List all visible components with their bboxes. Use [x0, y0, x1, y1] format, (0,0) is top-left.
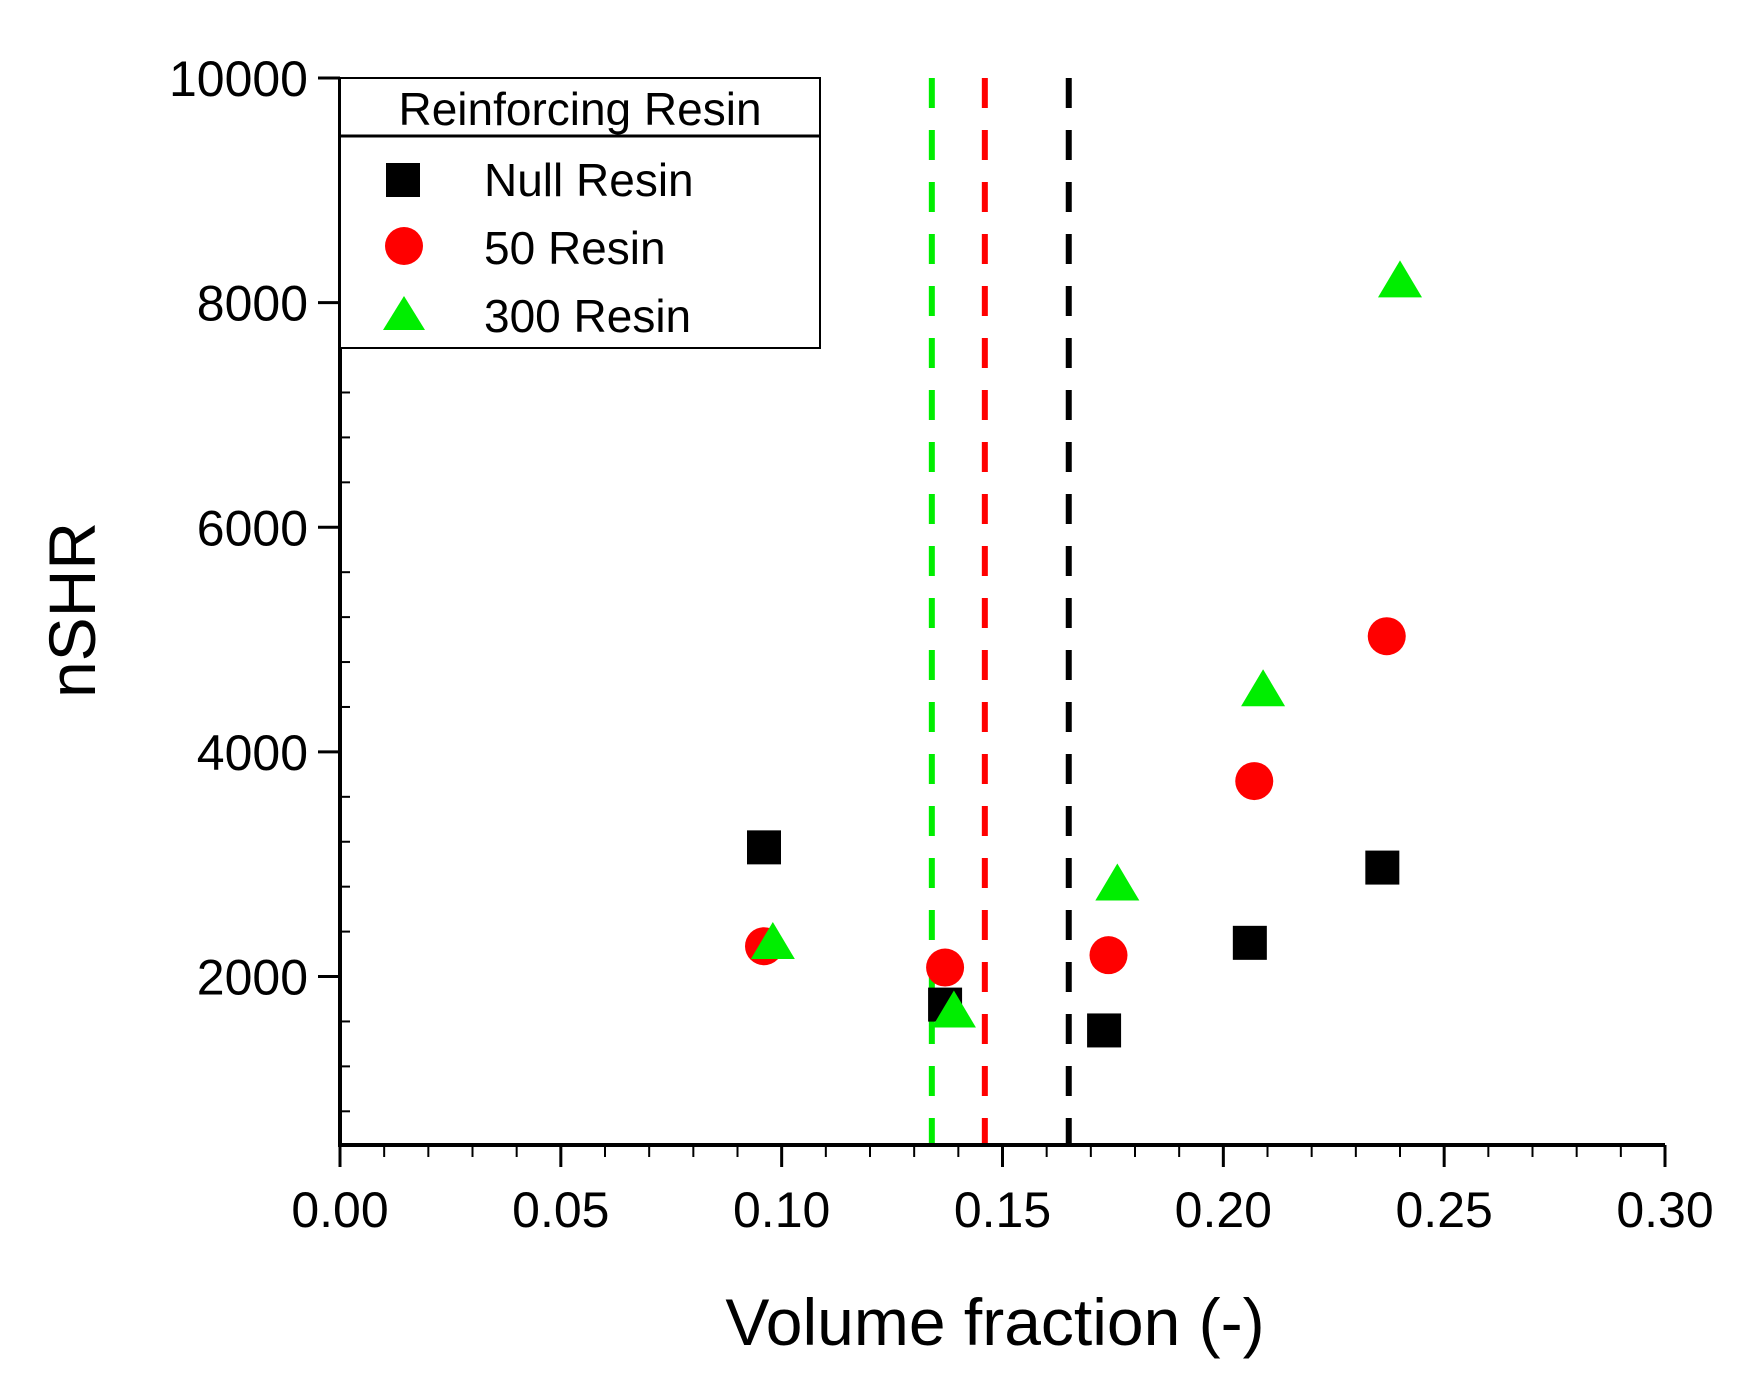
- legend: Reinforcing Resin Null Resin 50 Resin 30…: [339, 77, 821, 349]
- legend-marker-300-resin: [383, 296, 425, 330]
- y-tick-label: 4000: [197, 725, 308, 781]
- x-tick-label: 0.25: [1396, 1182, 1493, 1238]
- legend-box: [339, 77, 821, 349]
- legend-marker-null-resin: [386, 163, 420, 197]
- x-tick-label: 0.10: [733, 1182, 830, 1238]
- point-50-resin: [1089, 936, 1128, 975]
- x-axis-title: Volume fraction (-): [725, 1285, 1264, 1359]
- legend-label-null-resin: Null Resin: [484, 154, 694, 206]
- point-50-resin: [1235, 762, 1274, 801]
- legend-marker-50-resin: [385, 227, 423, 265]
- y-axis-ticks: 2000 4000 6000 8000 10000: [169, 51, 350, 1113]
- y-tick-label: 2000: [197, 950, 308, 1006]
- legend-label-50-resin: 50 Resin: [484, 222, 666, 274]
- point-null-resin: [1365, 850, 1400, 885]
- point-300-resin: [1378, 260, 1422, 298]
- point-300-resin: [931, 990, 976, 1028]
- point-50-resin: [926, 948, 965, 987]
- data-points: [745, 260, 1422, 1048]
- y-tick-label: 8000: [197, 276, 308, 332]
- legend-title: Reinforcing Resin: [398, 83, 761, 135]
- y-tick-label: 6000: [197, 500, 308, 556]
- point-300-resin: [750, 921, 795, 959]
- x-tick-label: 0.15: [954, 1182, 1051, 1238]
- x-axis-ticks: 0.00 0.05 0.10 0.15 0.20 0.25 0.30: [291, 1145, 1714, 1238]
- x-tick-label: 0.00: [291, 1182, 388, 1238]
- point-null-resin: [1087, 1013, 1122, 1048]
- x-tick-label: 0.30: [1616, 1182, 1713, 1238]
- point-null-resin: [747, 830, 781, 865]
- y-axis-title: nSHR: [35, 522, 109, 698]
- y-tick-label: 10000: [169, 51, 308, 107]
- point-300-resin: [1095, 863, 1140, 901]
- x-tick-label: 0.05: [512, 1182, 609, 1238]
- x-tick-label: 0.20: [1175, 1182, 1272, 1238]
- legend-label-300-resin: 300 Resin: [484, 290, 691, 342]
- point-50-resin: [1367, 617, 1406, 656]
- point-null-resin: [1232, 925, 1267, 960]
- point-300-resin: [1241, 669, 1286, 707]
